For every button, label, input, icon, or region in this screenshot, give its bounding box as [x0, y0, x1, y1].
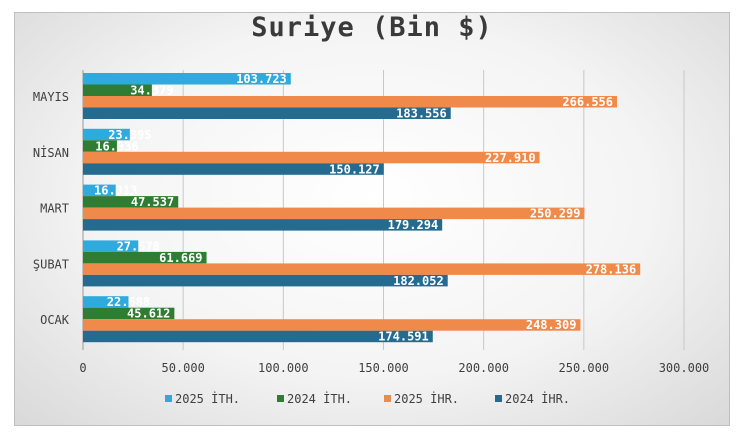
legend-swatch-0	[165, 395, 172, 402]
legend-label-1: 2024 İTH.	[287, 391, 352, 406]
data-label-3-2: 179.294	[388, 218, 439, 232]
category-label-1: NİSAN	[33, 145, 69, 160]
bar-0-0	[83, 73, 291, 85]
bar-1-0	[83, 84, 152, 96]
category-label-2: MART	[40, 202, 69, 216]
data-label-0-2: 16.313	[94, 184, 137, 198]
data-label-2-2: 250.299	[530, 207, 581, 221]
legend-label-3: 2024 İHR.	[505, 391, 570, 406]
data-label-1-1: 16.936	[95, 139, 138, 153]
legend-swatch-3	[495, 395, 502, 402]
bar-2-1	[83, 151, 540, 164]
bar-2-4	[83, 319, 581, 331]
data-label-1-0: 34.379	[130, 84, 173, 98]
x-tick-label: 250.000	[559, 361, 610, 375]
data-label-0-0: 103.723	[236, 72, 287, 86]
x-tick-label: 50.000	[161, 361, 204, 375]
bar-2-2	[83, 207, 585, 220]
data-label-3-4: 174.591	[378, 330, 429, 344]
bar-0-2	[83, 184, 116, 197]
data-label-1-4: 45.612	[127, 307, 170, 321]
bar-0-4	[83, 296, 129, 308]
x-tick-label: 100.000	[258, 361, 309, 375]
data-label-3-1: 150.127	[329, 162, 380, 176]
data-label-3-3: 182.052	[393, 274, 444, 288]
bar-3-4	[83, 330, 433, 343]
bar-1-2	[83, 196, 179, 208]
category-label-3: ŞUBAT	[33, 257, 69, 271]
data-label-3-0: 183.556	[396, 107, 447, 121]
bar-1-1	[83, 140, 117, 152]
x-tick-label: 0	[79, 361, 86, 375]
data-label-2-1: 227.910	[485, 151, 536, 165]
data-label-0-4: 22.688	[107, 295, 150, 309]
category-label-4: OCAK	[40, 313, 70, 327]
bar-2-0	[83, 96, 618, 108]
data-label-1-2: 47.537	[131, 195, 174, 209]
bar-1-4	[83, 307, 175, 320]
data-label-0-1: 23.395	[108, 128, 151, 142]
category-label-0: MAYIS	[33, 90, 69, 104]
x-tick-label: 300.000	[659, 361, 710, 375]
legend-swatch-1	[277, 395, 284, 402]
bar-2-3	[83, 263, 641, 275]
bar-3-3	[83, 274, 448, 287]
chart-title: Suriye (Bin $)	[251, 12, 493, 43]
data-label-2-0: 266.556	[562, 95, 613, 109]
data-label-2-3: 278.136	[586, 262, 637, 276]
bar-3-0	[83, 107, 451, 119]
legend-label-0: 2025 İTH.	[175, 391, 240, 406]
bar-0-3	[83, 240, 139, 252]
data-label-1-3: 61.669	[159, 251, 202, 265]
bar-3-2	[83, 219, 443, 231]
bar-3-1	[83, 163, 384, 175]
x-tick-label: 200.000	[458, 361, 509, 375]
data-label-0-3: 27.578	[117, 239, 160, 253]
bar-1-3	[83, 251, 207, 264]
bar-0-1	[83, 128, 130, 141]
legend-swatch-2	[384, 395, 391, 402]
x-tick-label: 150.000	[358, 361, 409, 375]
data-label-2-4: 248.309	[526, 318, 577, 332]
legend-label-2: 2025 İHR.	[394, 391, 459, 406]
